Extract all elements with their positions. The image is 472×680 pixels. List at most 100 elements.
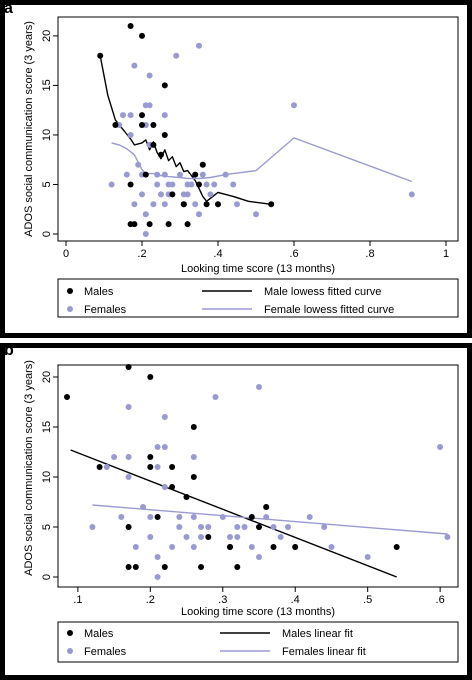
data-point-male	[292, 544, 299, 550]
data-point-female	[131, 62, 138, 69]
data-point-male	[147, 454, 154, 460]
data-point-male	[147, 464, 154, 470]
data-point-female	[169, 544, 176, 550]
data-point-male	[127, 23, 134, 29]
data-point-male	[97, 52, 104, 59]
data-point-female	[192, 201, 199, 208]
data-point-male	[263, 504, 270, 510]
data-point-female	[108, 181, 115, 188]
data-point-female	[230, 181, 237, 188]
data-point-female	[154, 171, 161, 178]
data-point-female	[198, 524, 204, 530]
data-point-female	[111, 454, 118, 460]
data-point-male	[192, 171, 199, 178]
data-point-female	[227, 534, 233, 540]
data-point-male	[161, 132, 168, 138]
data-point-male	[183, 494, 190, 500]
legend-marker-female	[67, 648, 73, 654]
data-point-female	[118, 514, 125, 520]
data-point-male	[161, 82, 168, 89]
data-point-male	[270, 544, 277, 550]
y-tick-label: 5	[41, 524, 53, 530]
data-point-male	[150, 141, 157, 148]
data-point-female	[234, 534, 241, 540]
data-point-female	[256, 554, 262, 560]
data-point-female	[306, 514, 313, 520]
data-point-female	[140, 504, 147, 510]
panel-b-plot-area	[57, 364, 459, 588]
data-point-female	[219, 514, 226, 520]
data-point-male	[393, 544, 400, 550]
data-point-female	[147, 514, 154, 520]
data-point-male	[248, 514, 255, 520]
data-point-male	[190, 474, 197, 480]
data-point-female	[183, 534, 190, 540]
data-point-female	[196, 211, 202, 218]
legend-label-male-fit: Male lowess fitted curve	[264, 286, 381, 298]
data-point-male	[158, 151, 164, 158]
legend-label-male-points: Males	[84, 286, 114, 298]
data-point-male	[205, 534, 212, 540]
data-point-female	[146, 72, 153, 79]
y-tick-label: 5	[41, 181, 53, 187]
data-point-female	[131, 201, 138, 208]
data-point-female	[291, 102, 297, 109]
panel-a-legend-entries: Males Male lowess fitted curve Females Fema…	[67, 286, 394, 316]
data-point-female	[150, 201, 157, 208]
x-tick-label: .2	[146, 594, 155, 606]
x-tick-label: .4	[213, 248, 222, 260]
data-point-female	[161, 414, 168, 420]
data-point-female	[135, 161, 142, 168]
legend-marker-female	[67, 306, 73, 312]
data-point-female	[103, 464, 110, 470]
data-point-male	[203, 201, 210, 208]
x-tick-label: 1	[443, 248, 449, 260]
panel-b-x-axis-title: Looking time score (13 months)	[181, 606, 335, 618]
data-point-female	[161, 171, 168, 178]
data-point-female	[190, 514, 197, 520]
data-point-female	[285, 524, 291, 530]
data-point-male	[227, 544, 233, 550]
y-tick-label: 10	[41, 129, 53, 141]
data-point-female	[199, 171, 206, 178]
data-point-female	[173, 52, 180, 59]
data-point-female	[139, 191, 145, 198]
legend-label-female-points: Females	[84, 646, 127, 658]
data-point-female	[169, 181, 176, 188]
data-point-female	[234, 201, 240, 208]
data-point-female	[89, 524, 96, 530]
data-point-female	[256, 384, 262, 390]
panel-a-plot-layer: 0 5 10 15 20 0 .2 .4 .6 .8 1	[41, 23, 449, 260]
data-point-female	[190, 544, 197, 550]
data-point-female	[125, 404, 132, 410]
data-point-male	[169, 484, 176, 490]
data-point-male	[169, 464, 176, 470]
x-tick-label: .8	[365, 248, 374, 260]
data-point-female	[263, 514, 270, 520]
data-point-female	[161, 112, 168, 119]
panel-a-legend	[57, 278, 459, 318]
data-point-female	[270, 524, 277, 530]
data-point-female	[196, 42, 202, 49]
data-point-female	[328, 544, 335, 550]
x-tick-label: .6	[289, 248, 298, 260]
data-point-female	[161, 444, 168, 450]
data-point-male	[146, 221, 153, 228]
data-point-male	[256, 524, 262, 530]
data-point-female	[127, 132, 134, 138]
y-tick-label: 0	[41, 574, 53, 580]
data-point-male	[154, 514, 161, 520]
data-point-female	[158, 191, 164, 198]
data-point-female	[125, 454, 132, 460]
data-point-female	[205, 524, 212, 530]
y-tick-label: 0	[41, 231, 53, 237]
legend-marker-male	[67, 288, 73, 294]
legend-label-male-points: Males	[84, 628, 114, 640]
data-point-female	[127, 112, 134, 119]
data-point-female	[147, 534, 154, 540]
data-point-male	[112, 122, 119, 128]
data-point-male	[125, 564, 132, 570]
data-point-female	[125, 474, 132, 480]
data-point-female	[188, 181, 195, 188]
